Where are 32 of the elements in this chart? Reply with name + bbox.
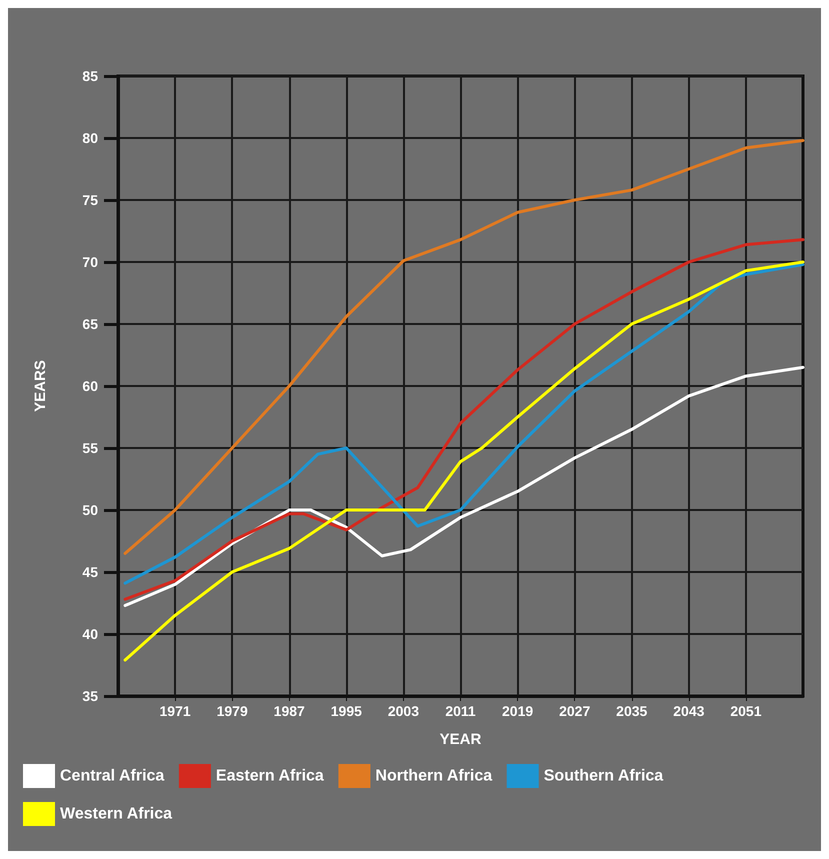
y-tick-label: 35 [82, 688, 98, 704]
x-tick-label: 2003 [388, 703, 420, 719]
legend-label: Southern Africa [544, 768, 664, 784]
x-tick-label: 2043 [673, 703, 705, 719]
x-tick-label: 2019 [502, 703, 534, 719]
x-axis-title: YEAR [440, 731, 482, 748]
x-tick-label: 2035 [616, 703, 648, 719]
legend-label: Central Africa [60, 768, 164, 784]
y-tick-label: 55 [82, 440, 98, 456]
x-tick-label: 1987 [274, 703, 306, 719]
line-series [124, 366, 804, 607]
y-tick-label: 45 [82, 564, 98, 580]
line-series [124, 138, 804, 555]
legend-label: Eastern Africa [216, 768, 324, 784]
legend-label: Northern Africa [375, 768, 492, 784]
y-tick-label: 80 [82, 130, 98, 146]
y-tick-label: 60 [82, 378, 98, 394]
x-tick-label: 1995 [330, 703, 362, 719]
y-tick-label: 70 [82, 254, 98, 270]
line-series [124, 260, 804, 662]
y-tick-label: 50 [82, 502, 98, 518]
y-tick-label: 85 [82, 68, 98, 84]
x-tick-label: 2051 [730, 703, 762, 719]
x-tick-label: 2011 [445, 703, 476, 719]
x-tick-label: 1979 [216, 703, 248, 719]
y-axis-title: YEARS [32, 360, 49, 412]
x-tick-label: 2027 [559, 703, 590, 719]
y-tick-label: 65 [82, 316, 98, 332]
y-tick-label: 40 [82, 626, 98, 642]
x-tick-label: 1971 [160, 703, 191, 719]
y-tick-label: 75 [82, 192, 98, 208]
legend-label: Western Africa [60, 806, 172, 822]
